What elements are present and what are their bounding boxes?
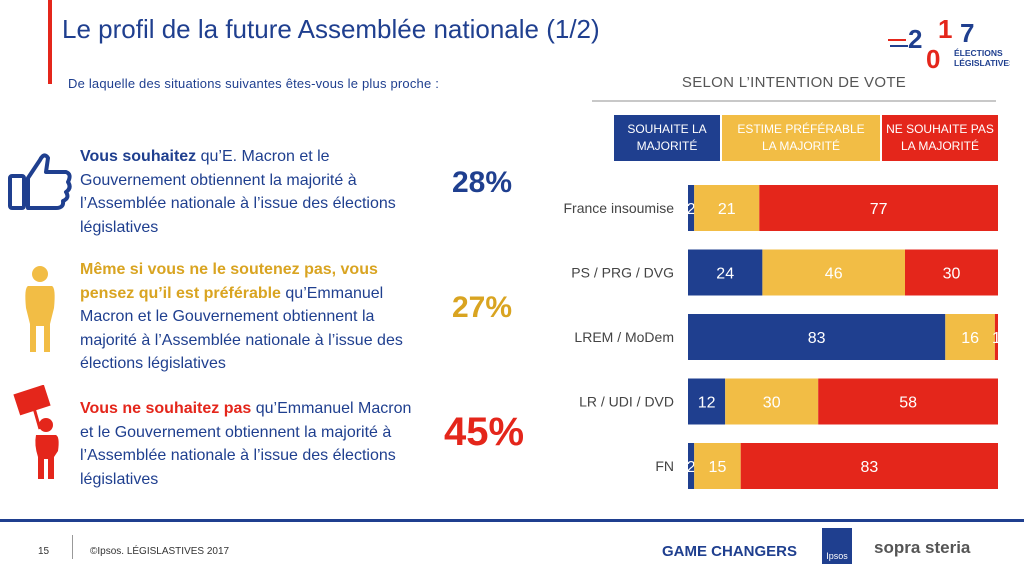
bar-segment: [688, 443, 695, 489]
legend-item-ne-souhaite-pas: NE SOUHAITE PAS LA MAJORITÉ: [882, 115, 998, 161]
bar-segment: [759, 185, 998, 231]
bar-value-label: 77: [870, 201, 888, 218]
title-accent-bar: [48, 0, 52, 84]
statement-souhaitez: Vous souhaitez qu’E. Macron et le Gouver…: [80, 145, 410, 239]
ipsos-logo: Ipsos: [822, 528, 852, 564]
bar-segment: [762, 249, 905, 296]
protester-sign-icon: [13, 385, 59, 479]
statement-rest: qu’E. Macron et le Gouvernement obtienne…: [80, 148, 396, 236]
bar-value-label: 2: [687, 201, 696, 218]
bar-value-label: 83: [808, 330, 826, 347]
elections-2017-logo: 2 0 1 7 ÉLECTIONS LÉGISLATIVES: [888, 16, 1010, 74]
bar-segment: [740, 443, 998, 489]
bar-segment: [688, 314, 946, 360]
category-label: FN: [655, 458, 674, 474]
bar-value-label: 30: [763, 395, 781, 412]
bar-segment: [688, 378, 726, 425]
person-hands-behind-icon: [25, 266, 55, 352]
sopra-steria-text: sopra steria: [874, 538, 971, 557]
bar-segment: [688, 249, 763, 296]
statement-bold: Vous souhaitez: [80, 148, 197, 165]
bar-value-label: 21: [718, 201, 736, 218]
bar-segment: [945, 314, 995, 360]
bar-value-label: 30: [943, 266, 961, 283]
percent-souhaitez: 28%: [451, 166, 513, 199]
copyright-text: ©Ipsos. LÉGISLASTIVES 2017: [90, 546, 230, 557]
bar-value-label: 24: [716, 266, 734, 283]
sopra-steria-logo: sopra steria: [874, 538, 970, 558]
percent-prefere: 27%: [451, 291, 513, 324]
segment-label: SELON L’INTENTION DE VOTE: [681, 74, 907, 91]
bar-value-label: 83: [860, 459, 878, 476]
statement-prefere: Même si vous ne le soutenez pas, vous pe…: [80, 258, 420, 376]
legend-item-souhaite: SOUHAITE LA MAJORITÉ: [614, 115, 720, 161]
legend-label: NE SOUHAITE PAS LA MAJORITÉ: [886, 122, 994, 153]
bar-segment: [694, 443, 741, 489]
logo-digit-2: 2: [908, 24, 922, 54]
statement-rest: qu’Emmanuel Macron et le Gouvernement ob…: [80, 284, 403, 373]
thumbs-up-icon: [8, 153, 72, 210]
segment-divider: [592, 100, 996, 102]
bar-segment: [818, 378, 998, 425]
legend-label: SOUHAITE LA MAJORITÉ: [627, 122, 707, 153]
page-title: Le profil de la future Assemblée nationa…: [62, 14, 600, 44]
bar-segment: [694, 185, 760, 231]
legend-label: ESTIME PRÉFÉRABLE LA MAJORITÉ: [737, 122, 865, 153]
bar-value-label: 2: [687, 459, 696, 476]
logo-digit-0: 0: [926, 44, 940, 74]
statement-ne-souhaitez-pas: Vous ne souhaitez pas qu’Emmanuel Macron…: [80, 397, 420, 491]
page-number: 15: [38, 546, 50, 557]
bar-value-label: 46: [825, 266, 843, 283]
bar-value-label: 58: [899, 395, 917, 412]
category-label: LREM / MoDem: [574, 329, 674, 345]
footer-divider: [72, 535, 73, 559]
logo-digit-7: 7: [960, 18, 974, 48]
bar-segment: [994, 314, 998, 360]
bar-value-label: 16: [961, 330, 979, 347]
game-changers-logo: GAME CHANGERS: [662, 543, 798, 560]
logo-digit-1: 1: [938, 16, 952, 44]
question-text: De laquelle des situations suivantes ête…: [68, 76, 440, 91]
footer-rule: [0, 519, 1024, 522]
category-label: PS / PRG / DVG: [571, 265, 674, 281]
category-label: LR / UDI / DVD: [579, 394, 674, 410]
statement-bold: Même si vous ne le soutenez pas, vous pe…: [80, 261, 378, 302]
logo-line2: LÉGISLATIVES: [954, 58, 1010, 68]
bar-segment: [725, 378, 819, 425]
statement-rest: qu’Emmanuel Macron et le Gouvernement ob…: [80, 400, 412, 488]
legend-item-estime: ESTIME PRÉFÉRABLE LA MAJORITÉ: [722, 115, 880, 161]
statement-bold: Vous ne souhaitez pas: [80, 400, 252, 417]
category-label: France insoumise: [564, 200, 675, 216]
bar-value-label: 12: [698, 395, 716, 412]
percent-ne-souhaitez-pas: 45%: [443, 410, 525, 454]
bar-value-label: 15: [709, 459, 727, 476]
bar-segment: [688, 185, 695, 231]
logo-line1: ÉLECTIONS: [954, 48, 1003, 58]
bar-value-label: 1: [992, 330, 1001, 347]
bar-segment: [905, 249, 998, 296]
